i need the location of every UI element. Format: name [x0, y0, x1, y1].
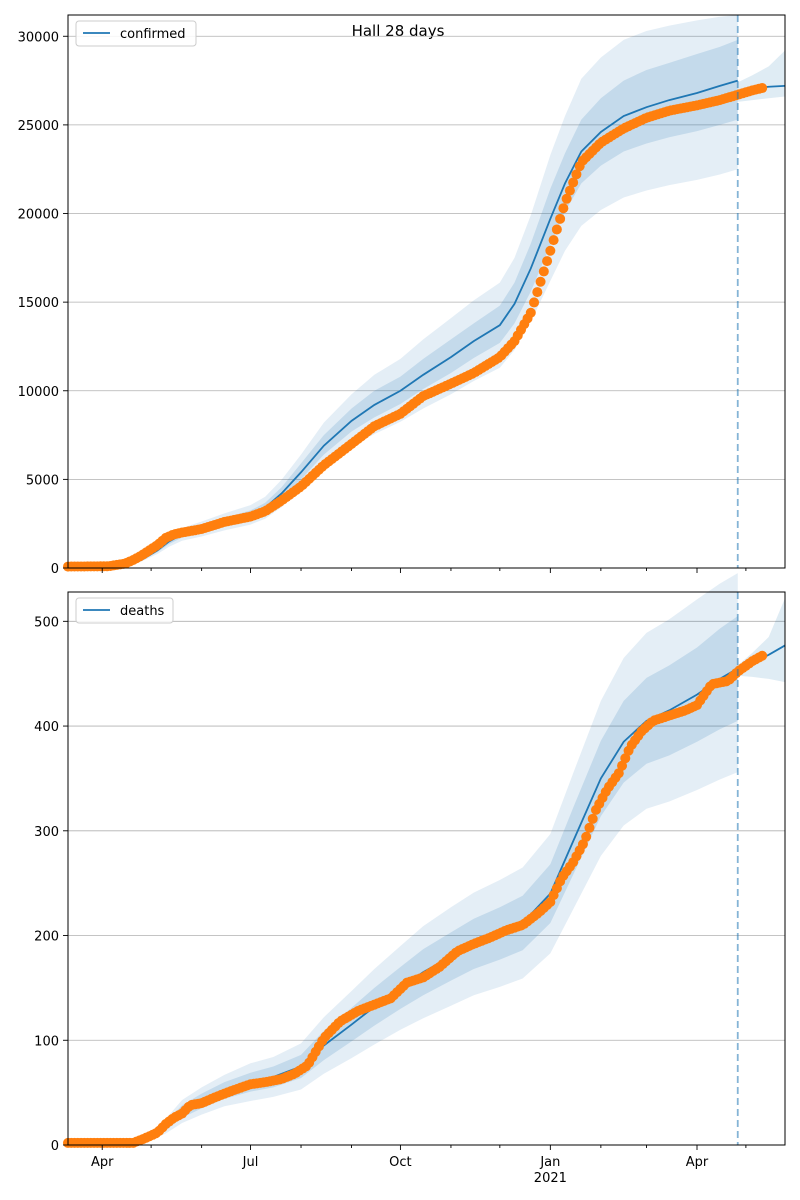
x-tick-sublabel: 2021 — [534, 1171, 567, 1186]
observed-point — [525, 307, 536, 318]
observed-point — [587, 813, 598, 824]
y-tick-label: 100 — [34, 1034, 59, 1049]
legend-label-confirmed: confirmed — [120, 27, 186, 42]
deaths-observed-points — [63, 650, 768, 1148]
observed-point — [577, 839, 588, 850]
observed-point — [561, 193, 572, 204]
y-tick-label: 300 — [34, 825, 59, 840]
x-tick-label: Apr — [686, 1155, 709, 1170]
deaths-legend: deaths — [75, 597, 174, 624]
y-tick-label: 400 — [34, 720, 59, 735]
x-tick-label: Oct — [389, 1155, 411, 1170]
observed-point — [538, 266, 549, 277]
confirmed-observed-points — [63, 83, 768, 572]
y-tick-label: 15000 — [18, 296, 59, 311]
y-tick-label: 0 — [51, 1139, 59, 1154]
confirmed-panel: 0 5000 10000 15000 20000 25000 30000 confirmed — [18, 14, 786, 577]
observed-point — [757, 83, 768, 94]
uncertainty-band-inner — [68, 616, 738, 1143]
observed-point — [571, 169, 582, 180]
axes-frame — [67, 14, 786, 569]
observed-point — [757, 650, 768, 661]
legend-label-deaths: deaths — [120, 604, 165, 619]
observed-point — [620, 753, 631, 764]
uncertainty-band-outer — [68, 15, 738, 567]
uncertainty-band-outer — [68, 573, 738, 1143]
observed-point — [535, 276, 546, 287]
y-tick-label: 5000 — [26, 473, 59, 488]
observed-point — [548, 235, 559, 246]
confirmed-legend: confirmed — [75, 20, 197, 47]
confirmed-axes: 0 5000 10000 15000 20000 25000 30000 — [18, 14, 786, 577]
observed-point — [555, 213, 566, 224]
observed-point — [542, 256, 553, 267]
x-tick-label: Jan — [539, 1155, 560, 1170]
y-tick-label: 25000 — [18, 119, 59, 134]
x-tick-label: Apr — [91, 1155, 114, 1170]
legend-box — [75, 597, 174, 624]
observed-point — [551, 224, 562, 235]
observed-point — [564, 185, 575, 196]
observed-point — [529, 297, 540, 308]
y-tick-label: 0 — [51, 562, 59, 577]
y-tick-label: 30000 — [18, 30, 59, 45]
y-tick-label: 500 — [34, 615, 59, 630]
y-tick-label: 20000 — [18, 208, 59, 223]
figure-title: Hall 28 days — [352, 22, 445, 40]
axes-frame — [67, 591, 786, 1146]
observed-point — [584, 822, 595, 833]
observed-point — [558, 203, 569, 214]
y-tick-label: 200 — [34, 930, 59, 945]
observed-point — [617, 760, 628, 771]
observed-point — [532, 287, 543, 298]
x-tick-label: Jul — [242, 1155, 259, 1170]
observed-point — [613, 768, 624, 779]
observed-point — [581, 831, 592, 842]
observed-point — [545, 245, 556, 256]
observed-point — [568, 177, 579, 188]
legend-box — [75, 20, 197, 47]
y-tick-label: 10000 — [18, 385, 59, 400]
